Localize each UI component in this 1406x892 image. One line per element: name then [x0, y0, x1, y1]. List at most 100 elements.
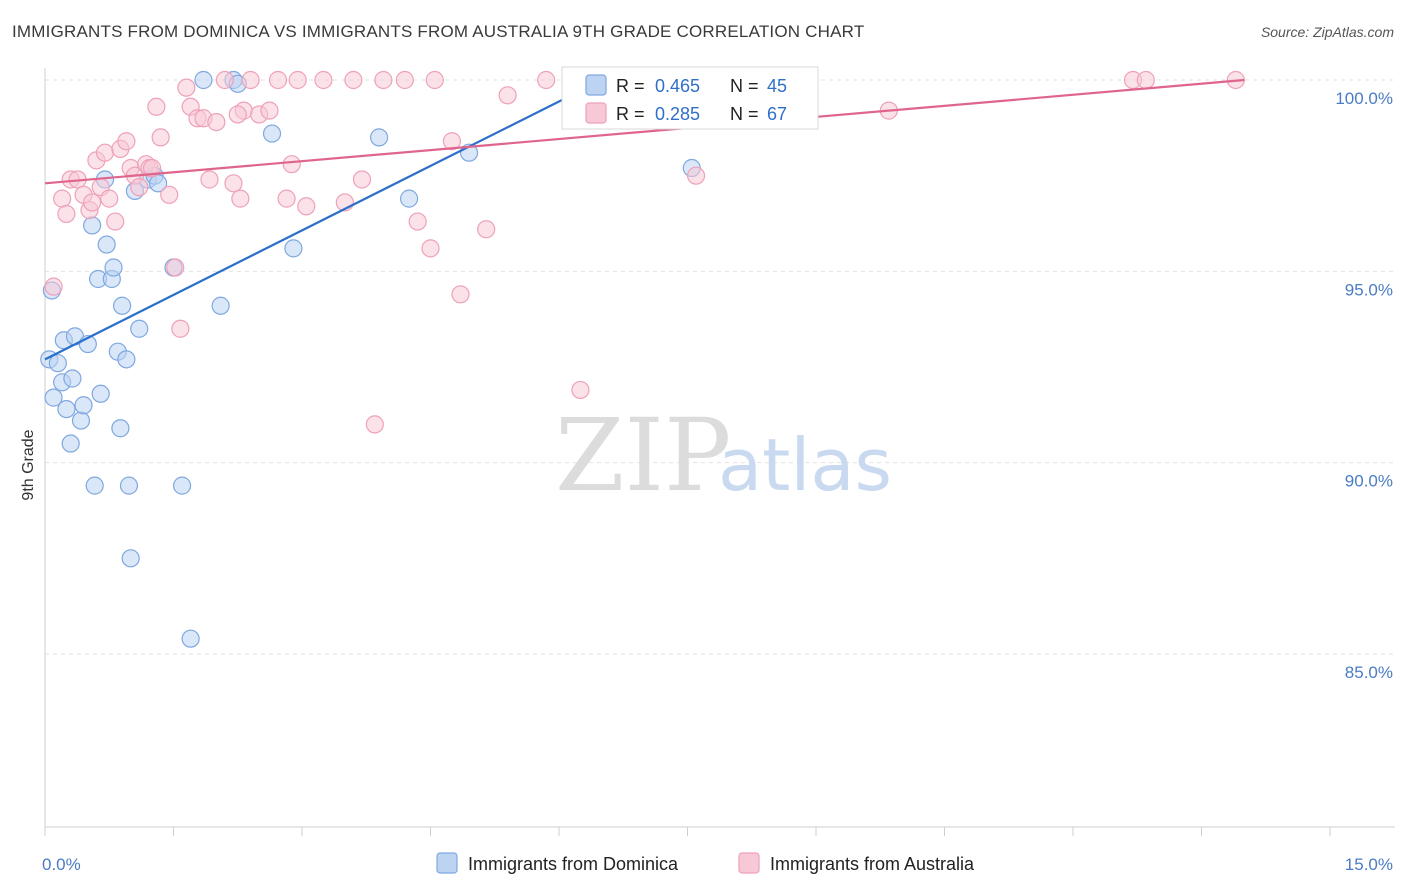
bottom-legend-swatch-dominica [436, 852, 458, 874]
trend-lines [44, 78, 1245, 361]
data-point [425, 70, 444, 90]
y-tick-label: 90.0% [1345, 472, 1393, 491]
source-label: Source: ZipAtlas.com [1260, 24, 1394, 40]
data-point [451, 285, 470, 304]
series-australia-points [44, 70, 1245, 434]
data-point [408, 212, 427, 231]
y-tick-label: 85.0% [1345, 663, 1393, 682]
legend-n-label-1: N = [730, 104, 759, 124]
y-tick-label: 95.0% [1345, 280, 1393, 299]
data-point [181, 629, 200, 648]
data-point [95, 143, 115, 162]
legend-r-value-0: 0.465 [655, 76, 700, 96]
bottom-legend-swatch-australia [738, 852, 760, 874]
data-point [100, 189, 119, 208]
data-point [130, 319, 149, 338]
data-point [117, 132, 136, 151]
bottom-legend-label-australia: Immigrants from Australia [770, 854, 975, 874]
trend-line [44, 79, 603, 361]
data-point [142, 158, 162, 178]
x-tick-label: 0.0% [42, 855, 81, 874]
legend-swatch-australia [585, 102, 607, 124]
data-point [282, 155, 301, 174]
data-point [314, 70, 333, 90]
trend-line [44, 78, 1245, 185]
data-point [57, 204, 76, 224]
data-point [151, 128, 170, 147]
y-axis-title: 9th Grade [20, 429, 37, 500]
x-tick-labels: 0.0% 15.0% [42, 855, 1393, 874]
y-tick-label: 100.0% [1335, 89, 1393, 108]
data-point [365, 415, 384, 434]
data-point [97, 235, 116, 254]
data-point [241, 70, 260, 90]
data-point [260, 101, 279, 120]
data-point [91, 384, 110, 403]
data-point [111, 419, 130, 438]
data-point [130, 178, 149, 197]
data-point [224, 174, 243, 193]
data-point [395, 70, 414, 90]
data-point [352, 170, 372, 189]
data-point [228, 105, 247, 124]
data-point [83, 193, 102, 212]
data-point [207, 112, 226, 132]
watermark: ZIP atlas [555, 397, 892, 514]
data-point [571, 380, 590, 400]
data-point [44, 388, 63, 407]
data-point [211, 296, 230, 315]
data-point [399, 189, 419, 208]
y-tick-labels: 100.0% 95.0% 90.0% 85.0% [1335, 89, 1393, 682]
data-point [147, 97, 166, 116]
legend-n-label-0: N = [730, 76, 759, 96]
data-point [57, 399, 76, 419]
data-point [53, 189, 72, 208]
legend-r-label-0: R = [616, 76, 645, 96]
data-point [268, 70, 288, 90]
legend-r-value-1: 0.285 [655, 104, 700, 124]
data-point [85, 476, 104, 495]
data-point [498, 86, 517, 105]
data-point [177, 78, 196, 97]
data-point [231, 189, 250, 208]
data-point [63, 369, 82, 388]
watermark-atlas: atlas [718, 423, 892, 507]
data-point [284, 239, 303, 258]
legend-r-label-1: R = [616, 104, 645, 124]
legend-swatch-dominica [585, 74, 607, 96]
data-point [477, 220, 496, 239]
data-point [421, 239, 440, 258]
data-point [297, 197, 316, 216]
data-point [1136, 70, 1155, 90]
data-point [106, 212, 125, 231]
data-point [44, 277, 63, 296]
data-point [374, 70, 393, 90]
data-point [112, 296, 132, 315]
data-point [288, 70, 307, 90]
data-point [48, 354, 67, 373]
watermark-zip: ZIP [555, 397, 731, 514]
data-point [160, 185, 179, 204]
data-point [262, 124, 282, 143]
data-point [442, 132, 462, 151]
x-tick-label: 15.0% [1345, 855, 1393, 874]
data-point [171, 319, 190, 338]
data-point [119, 476, 139, 495]
data-point [277, 189, 296, 208]
data-point [117, 350, 136, 369]
data-point [74, 396, 93, 415]
data-point [172, 476, 192, 495]
data-point [83, 216, 102, 235]
data-point [344, 70, 363, 90]
data-point [686, 166, 706, 185]
data-point [166, 258, 185, 277]
bottom-legend: Immigrants from Dominica Immigrants from… [436, 852, 975, 874]
data-point [61, 434, 80, 453]
data-point [121, 549, 140, 568]
data-point [537, 70, 556, 90]
axes [44, 68, 1395, 836]
data-point [370, 128, 389, 147]
data-point [71, 411, 91, 430]
data-point [215, 70, 234, 90]
